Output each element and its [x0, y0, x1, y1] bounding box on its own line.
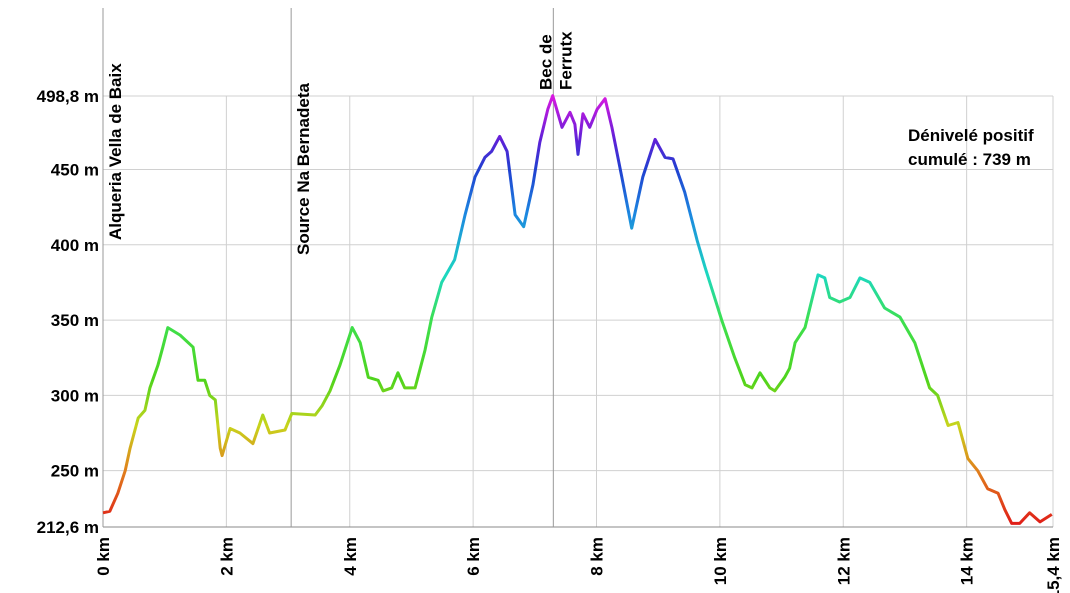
- waypoint-label: Source Na Bernadeta: [294, 83, 313, 255]
- y-tick-label: 300 m: [51, 386, 99, 405]
- x-tick-label: 10 km: [711, 537, 730, 585]
- waypoint-label: Ferrutx: [556, 31, 575, 90]
- x-tick-label: 8 km: [588, 537, 607, 576]
- y-tick-label: 250 m: [51, 462, 99, 481]
- elevation-line: [102, 94, 1053, 525]
- x-tick-label: 0 km: [94, 537, 113, 576]
- x-tick-label: 2 km: [217, 537, 236, 576]
- y-tick-label: 450 m: [51, 160, 99, 179]
- x-tick-label: 15,4 km: [1044, 537, 1063, 593]
- y-tick-label: 400 m: [51, 236, 99, 255]
- x-tick-label: 6 km: [464, 537, 483, 576]
- x-tick-label: 4 km: [341, 537, 360, 576]
- waypoint-label: Bec de: [536, 34, 555, 90]
- y-tick-label: 350 m: [51, 311, 99, 330]
- y-tick-label: 212,6 m: [37, 518, 99, 537]
- annotation: Dénivelé positif: [908, 126, 1034, 145]
- annotation: cumulé : 739 m: [908, 150, 1031, 169]
- x-tick-label: 14 km: [958, 537, 977, 585]
- waypoint-label: Alqueria Vella de Baix: [106, 63, 125, 240]
- y-tick-label: 498,8 m: [37, 87, 99, 106]
- x-tick-label: 12 km: [834, 537, 853, 585]
